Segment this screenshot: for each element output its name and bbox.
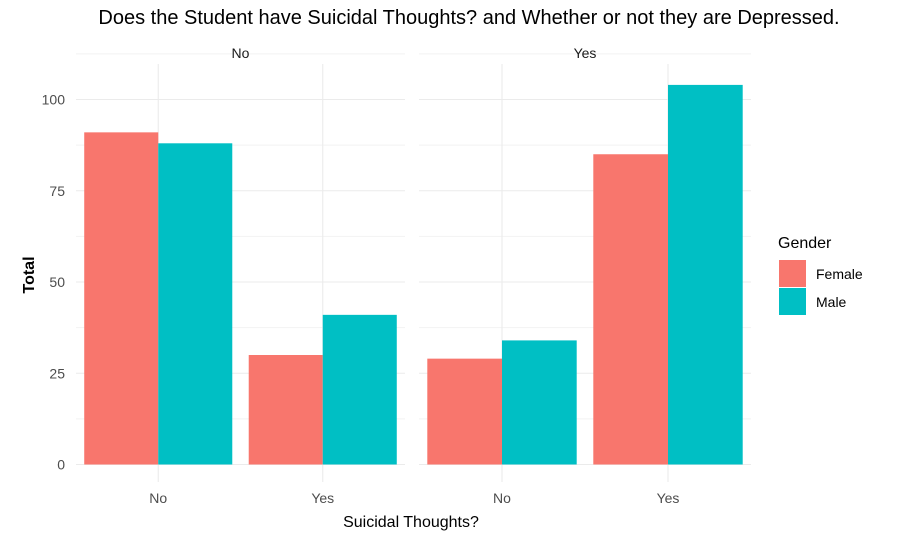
bar-female-yes [593,154,668,465]
x-tick-label: No [493,490,511,506]
y-tick-label: 25 [49,365,65,381]
bar-female-no [84,132,159,465]
facet-panel-1: No Yes Yes [419,45,751,506]
y-tick-label: 50 [49,274,65,290]
facet-strip-label: No [232,45,250,61]
x-tick-label: Yes [311,490,334,506]
bar-male-no [502,340,577,465]
y-tick-label: 75 [49,183,65,199]
bar-male-yes [322,314,397,465]
legend-key-female [779,260,806,287]
chart-title: Does the Student have Suicidal Thoughts?… [98,7,839,29]
y-tick-label: 0 [57,457,65,473]
legend-label-female: Female [816,266,863,282]
legend: Gender Female Male [778,235,863,315]
x-tick-label: No [149,490,167,506]
legend-title: Gender [778,235,832,252]
facet-panel-0: No Yes No [76,45,405,506]
y-axis-title: Total [21,256,38,293]
legend-label-male: Male [816,294,847,310]
legend-key-male [779,288,806,315]
bar-female-yes [248,355,323,465]
bar-male-yes [668,84,743,465]
bar-male-no [158,143,233,465]
x-tick-label: Yes [657,490,680,506]
facet-strip-label: Yes [574,45,597,61]
bar-female-no [427,358,502,465]
y-tick-label: 100 [42,92,66,108]
x-axis-title: Suicidal Thoughts? [343,514,479,531]
facet-panels: No Yes No No Yes Yes 0 25 50 75 100 [42,45,751,506]
